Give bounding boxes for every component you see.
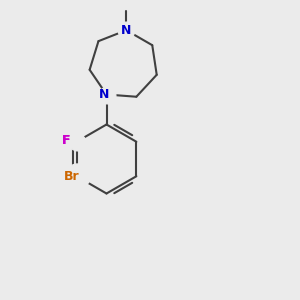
Text: N: N (99, 88, 109, 101)
Text: N: N (121, 24, 131, 37)
Text: Br: Br (63, 170, 79, 183)
Text: F: F (62, 134, 70, 147)
Text: F: F (62, 134, 70, 147)
